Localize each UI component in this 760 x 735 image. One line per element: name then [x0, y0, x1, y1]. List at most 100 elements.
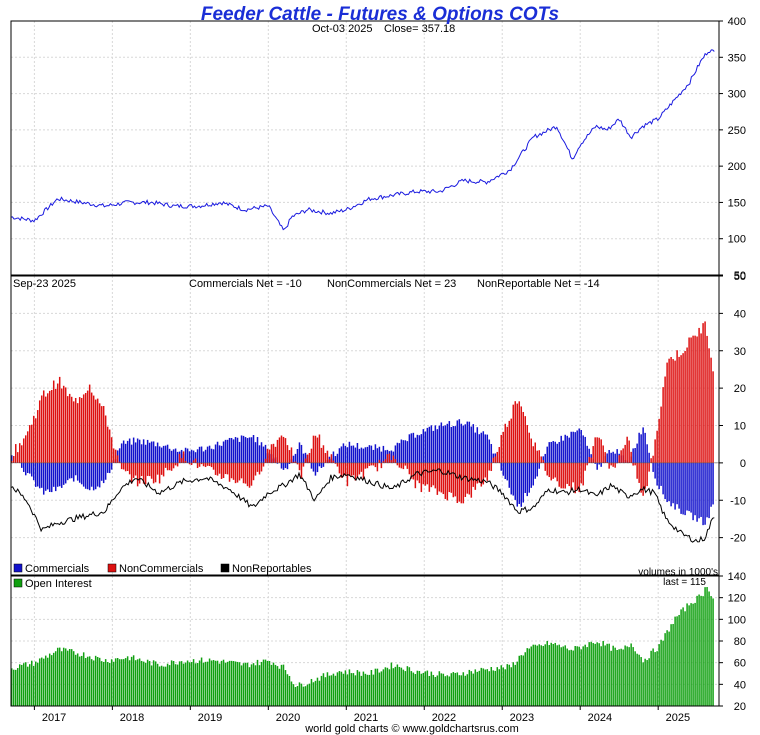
commercials-bar: [370, 445, 373, 463]
noncommercials-bar: [528, 432, 530, 463]
open-interest-bar: [234, 661, 237, 706]
noncommercials-bar: [378, 459, 381, 463]
commercials-bar: [684, 462, 686, 516]
price-line: [10, 49, 715, 231]
noncommercials-bar: [698, 327, 700, 463]
open-interest-bar: [204, 661, 207, 706]
noncommercials-bar: [638, 462, 640, 483]
open-interest-bar: [50, 655, 53, 706]
commercials-bar: [338, 448, 341, 463]
commercials-bar: [74, 462, 77, 476]
open-interest-bar: [498, 669, 501, 706]
open-interest-bar: [46, 657, 49, 706]
commercials-bar: [234, 437, 237, 463]
commercials-bar: [534, 462, 536, 479]
commercials-bar: [198, 446, 201, 463]
open-interest-bar: [64, 648, 67, 706]
noncommercials-bar: [526, 425, 528, 463]
commercials-bar: [230, 437, 233, 463]
noncommercials-bar: [196, 462, 199, 469]
noncommercials-bar: [142, 462, 145, 484]
cot_panel-tick-label: -10: [730, 495, 746, 507]
commercials-bar: [304, 452, 307, 463]
commercials-bar: [634, 448, 636, 463]
noncommercials-bar: [374, 462, 377, 468]
noncommercials-bar: [428, 462, 431, 492]
commercials-bar: [642, 427, 644, 463]
open-interest-bar: [358, 671, 361, 706]
open-interest-bar: [318, 680, 321, 706]
commercials-bar: [644, 432, 646, 463]
open-interest-bar: [698, 594, 700, 706]
open-interest-bar: [270, 664, 273, 706]
commercials-bar: [616, 449, 618, 463]
noncommercials-bar: [464, 462, 467, 497]
commercials-bar: [148, 442, 151, 463]
commercials-bar: [530, 462, 532, 488]
open-interest-bar: [252, 663, 255, 706]
commercials-bar: [32, 462, 35, 481]
commercials-bar: [72, 462, 75, 482]
open-interest-bar: [390, 662, 393, 706]
commercials-bar: [568, 437, 570, 463]
commercials-bar: [506, 462, 509, 481]
noncommercials-bar: [174, 462, 177, 466]
commercials-bar: [416, 434, 419, 463]
commercials-bar: [262, 446, 265, 463]
commercials-bar: [200, 446, 203, 463]
commercials-bar: [118, 448, 121, 463]
open-interest-bar: [674, 616, 676, 706]
open-interest-bar: [228, 660, 231, 706]
noncommercials-bar: [324, 453, 327, 463]
open-interest-bar: [216, 660, 219, 706]
noncommercials-bar: [628, 440, 630, 463]
open-interest-bar: [416, 670, 419, 706]
noncommercials-bar: [78, 397, 81, 463]
commercials-bar: [598, 462, 600, 465]
open-interest-bar: [272, 662, 275, 706]
commercials-bar: [690, 462, 692, 513]
noncommercials-bar: [562, 462, 564, 489]
noncommercials-bar: [350, 462, 353, 476]
noncommercials-bar: [298, 462, 301, 471]
commercials-bar: [346, 447, 349, 463]
commercials-bar: [706, 462, 708, 518]
open-interest-bar: [248, 667, 251, 706]
noncommercials-bar: [496, 451, 499, 463]
noncommercials-bar: [406, 462, 409, 469]
commercials-bar: [544, 453, 546, 463]
noncommercials-bar: [296, 462, 299, 465]
noncommercials-bar: [276, 439, 279, 463]
commercials-bar: [430, 425, 433, 463]
open-interest-bar: [54, 651, 57, 706]
open-interest-bar: [612, 645, 614, 706]
open-interest-bar: [552, 643, 554, 706]
noncommercials-bar: [570, 462, 572, 491]
open-interest-bar: [314, 680, 317, 706]
noncommercials-bar: [414, 462, 417, 489]
noncommercials-bar: [366, 462, 369, 469]
commercials-bar: [688, 462, 690, 512]
open-interest-bar: [456, 672, 459, 706]
commercials-bar: [192, 450, 195, 463]
commercials-bar: [580, 430, 582, 463]
open-interest-bar: [166, 663, 169, 706]
open-interest-bar: [136, 659, 139, 706]
noncommercials-bar: [16, 452, 19, 463]
open-interest-bar: [558, 644, 560, 706]
noncommercials-bar: [454, 462, 457, 497]
commercials-bar: [248, 437, 251, 463]
commercials-bar: [422, 429, 425, 463]
commercials-bar: [146, 439, 149, 463]
noncommercials-bar: [106, 426, 109, 463]
open-interest-bar: [504, 669, 507, 706]
open-interest-bar: [408, 667, 411, 706]
noncommercials-bar: [332, 460, 335, 463]
noncommercials-bar: [584, 462, 586, 471]
noncommercials-bar: [74, 397, 77, 463]
open-interest-bar: [268, 661, 271, 706]
open-interest-bar: [512, 662, 515, 706]
open-interest-bar: [494, 670, 497, 706]
commercials-bar: [670, 462, 672, 507]
commercials-bar: [252, 435, 255, 463]
